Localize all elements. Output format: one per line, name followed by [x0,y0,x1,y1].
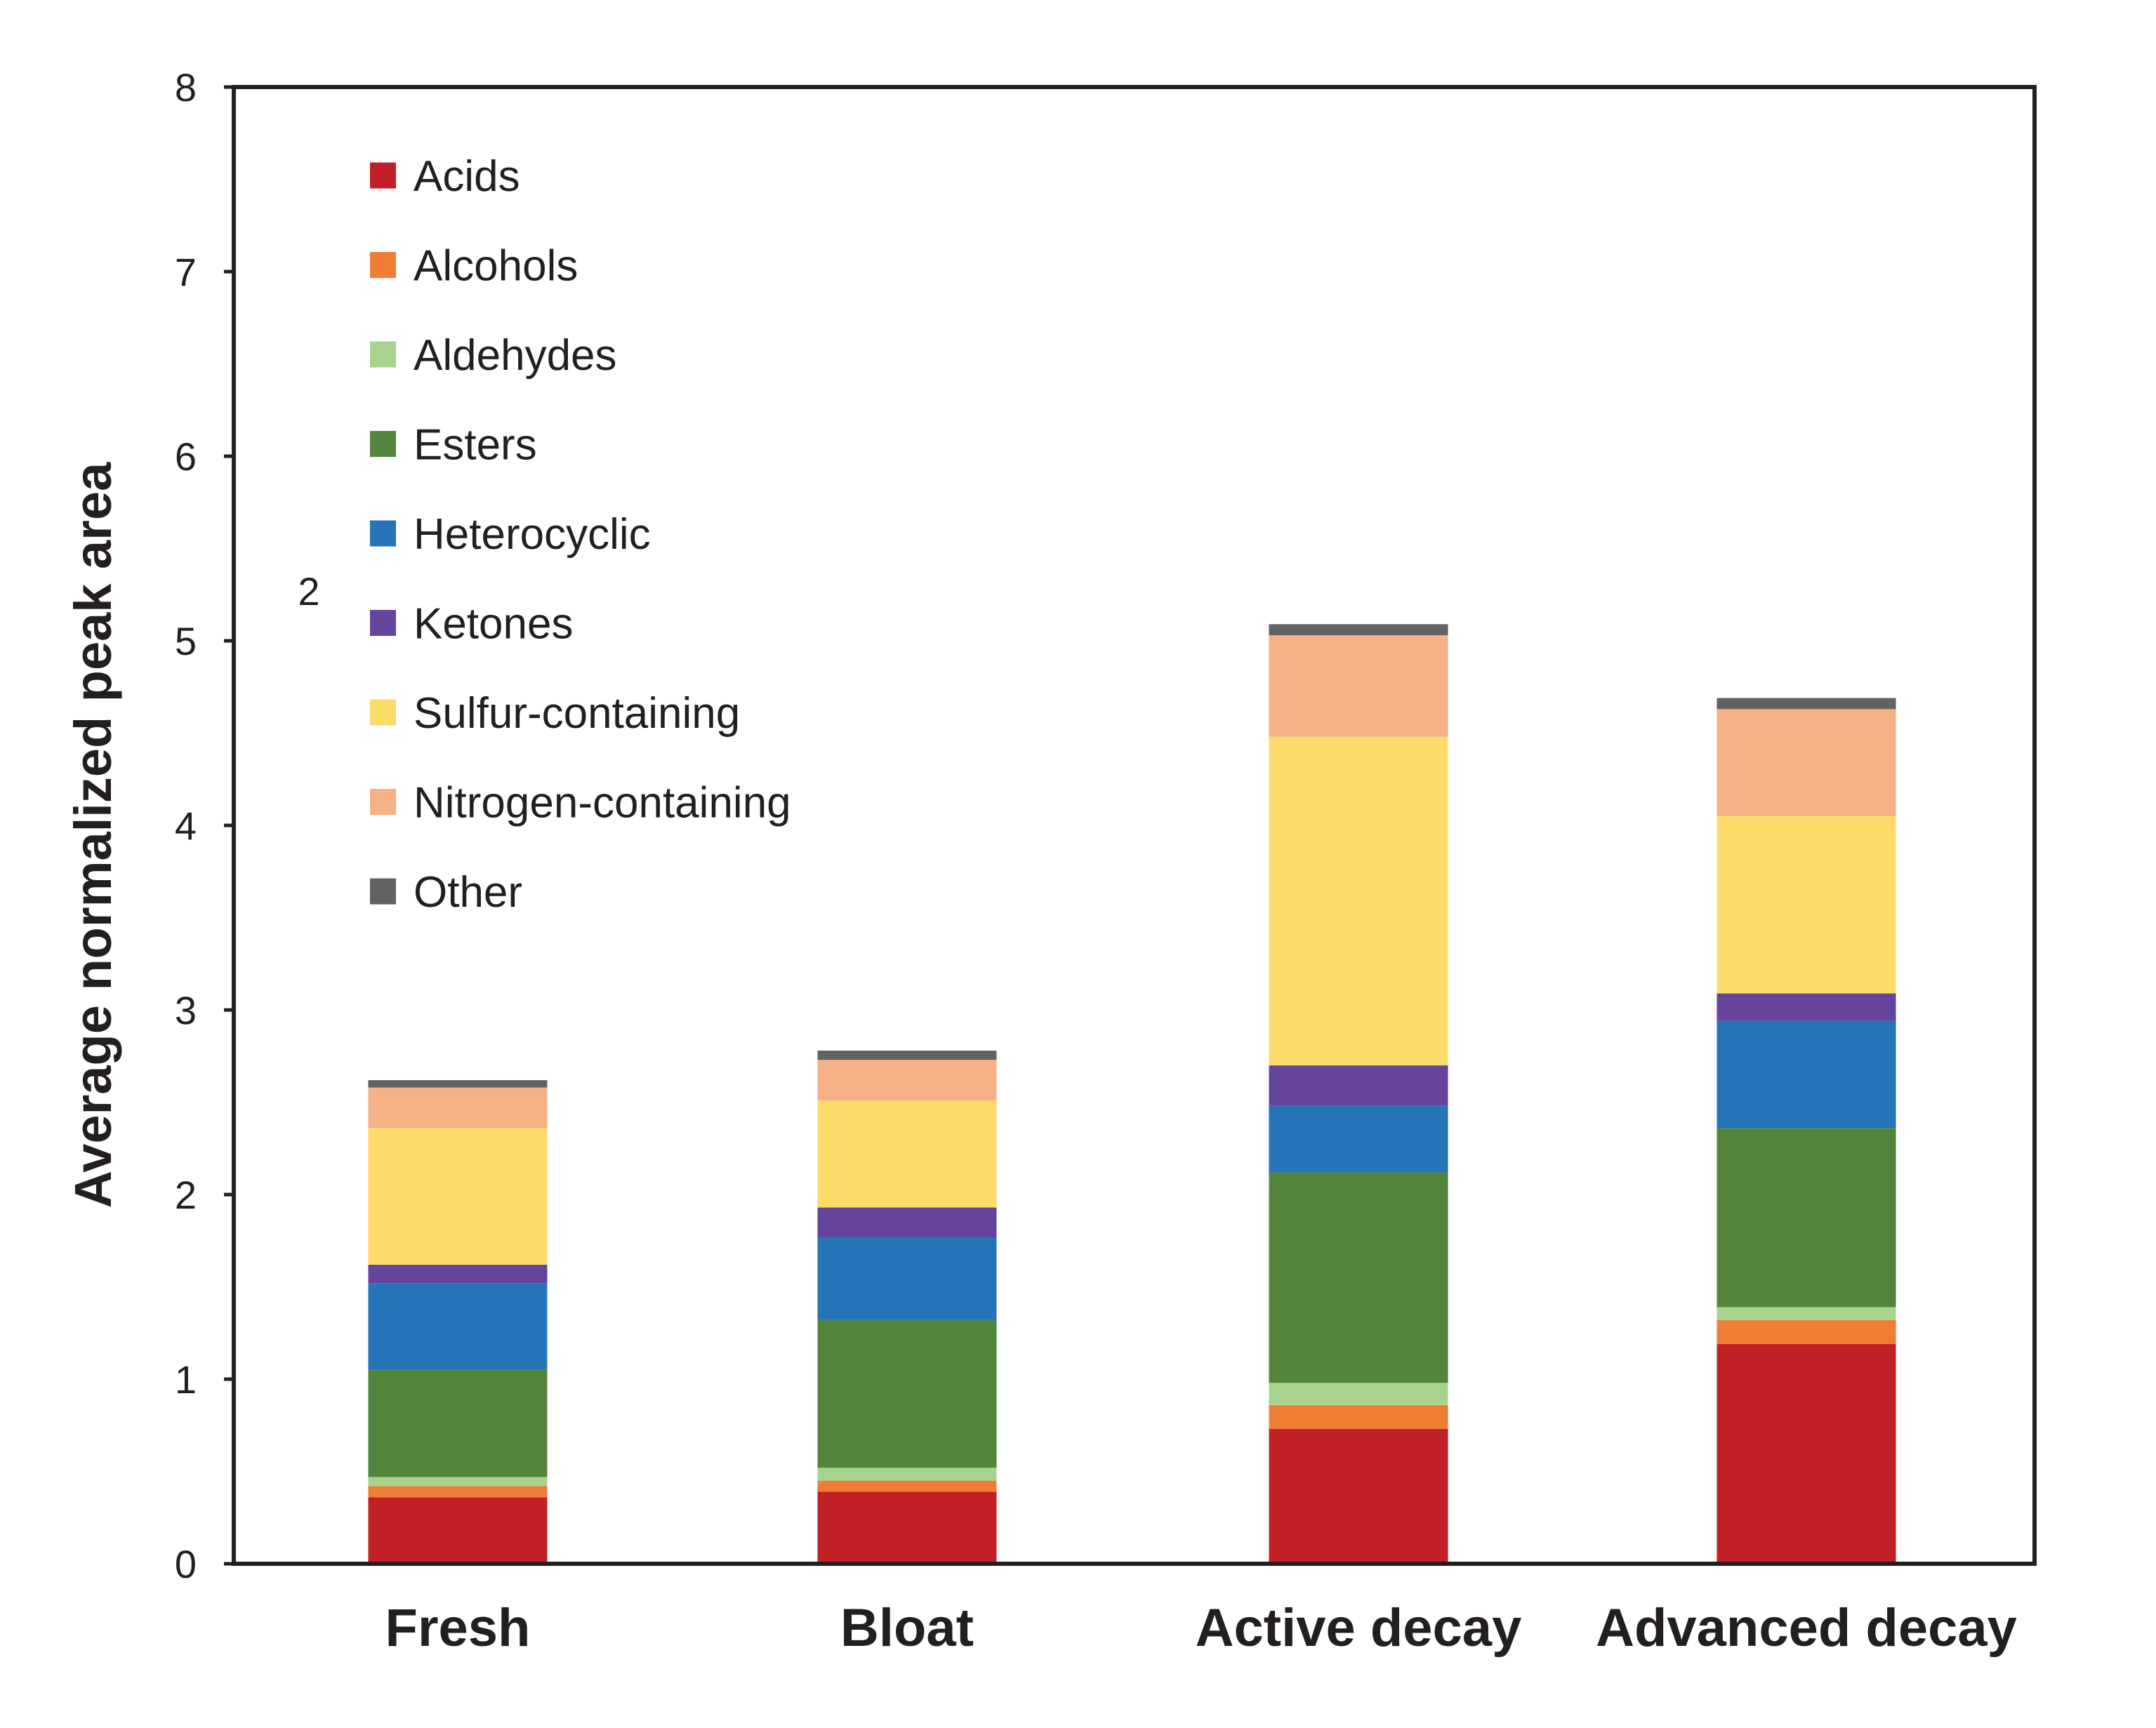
legend-swatch [370,252,396,278]
y-tick-label: 0 [175,1542,197,1586]
legend-swatch [370,878,396,905]
bar-segment-aldehydes [817,1468,997,1481]
bar-segment-sulfur-containing [1269,736,1448,1065]
y-tick-label: 8 [175,65,197,109]
bar-segment-other [817,1050,997,1061]
y-tick-label: 6 [175,434,197,479]
legend-swatch [370,789,396,815]
bar-segment-acids [1269,1429,1448,1564]
bar-segment-other [1717,698,1896,710]
y-tick-label: 5 [175,619,197,663]
legend-label: Ketones [414,600,574,649]
legend-swatch [370,699,396,726]
bar-segment-alcohols [1269,1404,1448,1430]
bar-segment-alcohols [817,1480,997,1492]
bar-segment-other [368,1079,548,1088]
legend-swatch [370,520,396,547]
bar-segment-ketones [1717,993,1896,1021]
bar-segment-sulfur-containing [817,1100,997,1208]
legend-label: Esters [414,421,537,470]
panel-annotation: 2 [298,569,319,613]
bar-segment-sulfur-containing [1717,816,1896,994]
bar-segment-esters [817,1320,997,1468]
bar-segment-nitrogen-containing [817,1060,997,1101]
x-category-label: Bloat [840,1598,974,1658]
legend-label: Sulfur-containing [414,689,740,738]
y-tick-label: 7 [175,250,197,294]
bar-segment-aldehydes [368,1477,548,1487]
legend-swatch [370,431,396,457]
y-axis-ticks: 0 1 2 3 4 5 6 7 8 [175,65,234,1586]
bars-layer [368,624,1896,1564]
y-tick-label: 4 [175,804,197,848]
bar-segment-acids [1717,1344,1896,1564]
bar-segment-heterocyclic [817,1237,997,1320]
x-category-label: Advanced decay [1596,1598,2017,1658]
y-tick-label: 3 [175,988,197,1032]
y-tick-label: 1 [175,1357,197,1402]
bar-segment-aldehydes [1269,1383,1448,1405]
x-category-label: Active decay [1196,1598,1522,1658]
bar-segment-ketones [368,1264,548,1284]
bar-segment-acids [368,1497,548,1564]
bar-segment-alcohols [368,1486,548,1498]
legend-label: Nitrogen-containing [414,779,791,828]
bar-segment-sulfur-containing [368,1128,548,1265]
bar-segment-esters [1717,1128,1896,1308]
bar-segment-other [1269,624,1448,636]
bar-segment-acids [817,1491,997,1564]
bar-segment-alcohols [1717,1320,1896,1345]
bar-segment-aldehydes [1717,1307,1896,1320]
legend-label: Alcohols [414,242,578,291]
bar-segment-heterocyclic [1717,1021,1896,1129]
bar-segment-ketones [1269,1065,1448,1106]
bar-segment-nitrogen-containing [1269,635,1448,737]
bar-segment-nitrogen-containing [368,1087,548,1129]
legend-label: Aldehydes [414,331,617,380]
legend-swatch [370,162,396,189]
legend-swatch [370,341,396,368]
x-axis-categories: Fresh Bloat Active decay Advanced decay [385,1598,2017,1658]
bar-segment-heterocyclic [368,1283,548,1370]
bar-segment-ketones [817,1207,997,1237]
legend: Acids Alcohols Aldehydes Esters Heterocyclic… [370,152,791,917]
bar-segment-nitrogen-containing [1717,709,1896,816]
bar-segment-esters [368,1369,548,1477]
y-tick-label: 2 [175,1173,197,1217]
x-category-label: Fresh [385,1598,531,1658]
legend-swatch [370,610,396,636]
legend-label: Heterocyclic [414,510,651,559]
bar-segment-esters [1269,1172,1448,1383]
bar-segment-heterocyclic [1269,1105,1448,1173]
legend-label: Acids [414,152,520,201]
legend-label: Other [414,868,522,917]
y-axis-title: Average normalized peak area [64,462,122,1208]
